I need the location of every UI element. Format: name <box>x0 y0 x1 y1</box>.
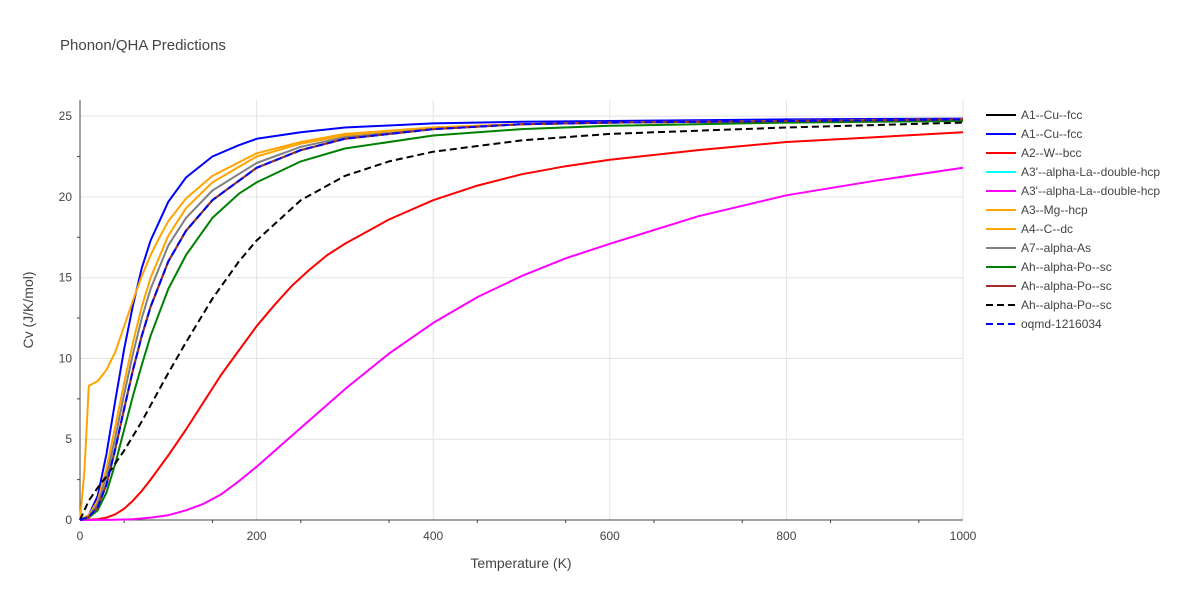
y-tick-label: 5 <box>65 432 72 446</box>
y-tick-label: 20 <box>59 190 73 204</box>
legend-label[interactable]: A3'--alpha-La--double-hcp <box>1021 184 1160 198</box>
legend[interactable]: A1--Cu--fcc A1--Cu--fcc A2--W--bcc A3'--alp… <box>986 108 1160 331</box>
series-line-6 <box>79 118 964 521</box>
legend-label[interactable]: A2--W--bcc <box>1021 146 1081 160</box>
legend-label[interactable]: A7--alpha-As <box>1021 241 1091 255</box>
legend-label[interactable]: A4--C--dc <box>1021 222 1073 236</box>
x-tick-label: 0 <box>77 529 84 543</box>
legend-label[interactable]: Ah--alpha-Po--sc <box>1021 298 1112 312</box>
x-tick-label: 400 <box>423 529 443 543</box>
series-line-1 <box>79 117 964 521</box>
plot-area <box>79 117 964 521</box>
legend-label[interactable]: A3'--alpha-La--double-hcp <box>1021 165 1160 179</box>
x-tick-label: 600 <box>600 529 620 543</box>
y-tick-label: 10 <box>59 351 73 365</box>
y-axis-title: Cv (J/K/mol) <box>20 272 36 349</box>
y-tick-label: 0 <box>65 513 72 527</box>
series-line-8 <box>79 120 964 521</box>
y-tick-label: 15 <box>59 271 73 285</box>
x-tick-label: 200 <box>247 529 267 543</box>
grid <box>80 100 964 520</box>
axes: 0 200 400 600 800 1000 0 5 10 15 20 25 <box>59 100 977 543</box>
series-line-4 <box>79 166 964 521</box>
series-line-11 <box>79 118 964 521</box>
series-line-0 <box>79 118 964 521</box>
legend-label[interactable]: Ah--alpha-Po--sc <box>1021 260 1112 274</box>
legend-label[interactable]: oqmd-1216034 <box>1021 317 1102 331</box>
x-tick-label: 1000 <box>950 529 977 543</box>
series-line-7 <box>79 118 964 521</box>
series-line-3 <box>79 118 964 521</box>
legend-label[interactable]: A3--Mg--hcp <box>1021 203 1088 217</box>
legend-label[interactable]: A1--Cu--fcc <box>1021 127 1082 141</box>
y-tick-label: 25 <box>59 109 73 123</box>
series-line-2 <box>79 131 964 521</box>
chart-title: Phonon/QHA Predictions <box>60 37 226 54</box>
series-line-9 <box>79 118 964 521</box>
series-line-5 <box>79 118 964 521</box>
x-axis-title: Temperature (K) <box>470 555 571 571</box>
x-tick-label: 800 <box>776 529 796 543</box>
legend-label[interactable]: A1--Cu--fcc <box>1021 108 1082 122</box>
legend-label[interactable]: Ah--alpha-Po--sc <box>1021 279 1112 293</box>
